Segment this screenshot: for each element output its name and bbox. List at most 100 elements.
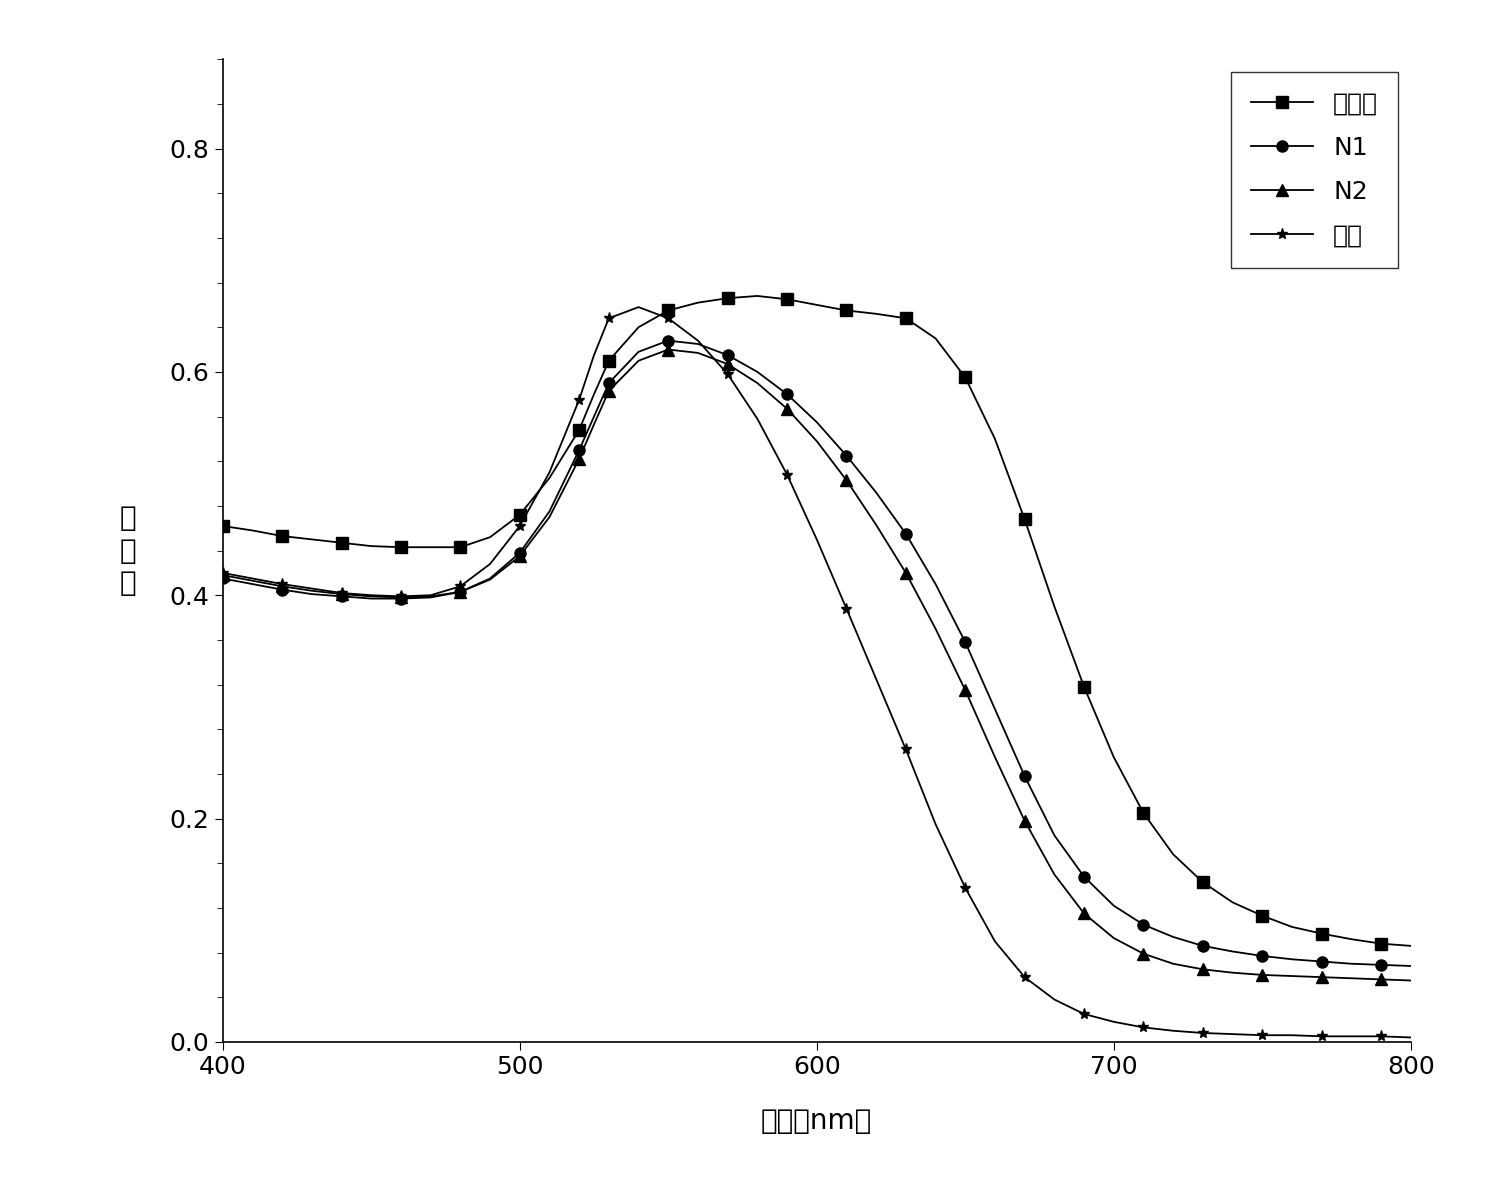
可卡因	[1164, 848, 1182, 862]
N1	[689, 337, 707, 352]
N1	[778, 387, 796, 401]
N2	[422, 590, 440, 604]
N1	[600, 377, 618, 391]
空白	[244, 572, 261, 586]
空白	[1402, 1030, 1420, 1044]
可卡因	[838, 303, 855, 317]
N2	[214, 568, 232, 583]
空白	[600, 311, 618, 326]
可卡因	[1402, 939, 1420, 953]
空白	[719, 367, 737, 381]
N1	[1135, 918, 1152, 932]
可卡因	[778, 292, 796, 307]
空白	[1194, 1025, 1212, 1040]
空白	[927, 817, 944, 831]
N1	[956, 635, 974, 649]
N2	[303, 584, 321, 598]
N1	[303, 587, 321, 601]
可卡因	[1283, 920, 1301, 934]
N1	[541, 504, 558, 519]
N1	[897, 527, 915, 541]
可卡因	[808, 297, 826, 311]
N1	[808, 416, 826, 430]
N1	[1283, 952, 1301, 966]
可卡因	[897, 311, 915, 326]
N2	[1135, 946, 1152, 960]
可卡因	[511, 508, 529, 522]
空白	[1075, 1006, 1093, 1021]
N1	[1105, 899, 1123, 913]
Line: N1: N1	[217, 335, 1417, 972]
可卡因	[244, 523, 261, 538]
N2	[867, 517, 885, 532]
空白	[778, 468, 796, 482]
可卡因	[748, 289, 766, 303]
N2	[1045, 868, 1063, 882]
可卡因	[392, 540, 410, 554]
空白	[422, 588, 440, 603]
N2	[927, 622, 944, 636]
空白	[1164, 1024, 1182, 1038]
N2	[659, 342, 677, 356]
可卡因	[956, 371, 974, 385]
N1	[333, 590, 350, 604]
N1	[1224, 945, 1241, 959]
空白	[273, 577, 291, 591]
N1	[244, 577, 261, 591]
可卡因	[719, 291, 737, 305]
N2	[956, 683, 974, 697]
空白	[897, 742, 915, 757]
N1	[1045, 829, 1063, 843]
Y-axis label: 吸
光
度: 吸 光 度	[120, 504, 137, 597]
N2	[392, 591, 410, 605]
N2	[1372, 972, 1390, 986]
N2	[1313, 970, 1331, 984]
Line: N2: N2	[217, 345, 1417, 986]
可卡因	[481, 530, 499, 545]
N1	[214, 572, 232, 586]
N2	[838, 474, 855, 488]
N1	[362, 592, 380, 606]
可卡因	[927, 332, 944, 346]
N2	[1016, 813, 1034, 828]
N2	[1283, 969, 1301, 983]
N2	[778, 401, 796, 416]
空白	[451, 579, 469, 593]
N2	[511, 549, 529, 564]
可卡因	[1045, 599, 1063, 613]
N1	[1313, 954, 1331, 969]
可卡因	[273, 529, 291, 543]
空白	[986, 934, 1004, 948]
可卡因	[303, 533, 321, 547]
可卡因	[1342, 932, 1360, 946]
可卡因	[451, 540, 469, 554]
N2	[244, 573, 261, 587]
N2	[481, 573, 499, 587]
空白	[630, 300, 647, 314]
N2	[1105, 931, 1123, 945]
空白	[1313, 1029, 1331, 1043]
空白	[1283, 1028, 1301, 1042]
空白	[585, 348, 603, 362]
空白	[956, 881, 974, 895]
N1	[659, 334, 677, 348]
Line: 可卡因: 可卡因	[217, 290, 1417, 952]
N1	[1402, 959, 1420, 973]
N2	[808, 435, 826, 449]
可卡因	[214, 519, 232, 533]
可卡因	[1253, 908, 1271, 922]
N2	[748, 377, 766, 391]
可卡因	[1016, 513, 1034, 527]
空白	[659, 311, 677, 326]
空白	[838, 601, 855, 616]
N1	[422, 591, 440, 605]
N1	[630, 345, 647, 359]
N1	[748, 365, 766, 379]
可卡因	[600, 354, 618, 368]
空白	[541, 465, 558, 480]
N2	[1164, 957, 1182, 971]
X-axis label: 波长（nm）: 波长（nm）	[762, 1107, 872, 1135]
可卡因	[585, 387, 603, 401]
N2	[986, 749, 1004, 764]
N2	[719, 356, 737, 371]
